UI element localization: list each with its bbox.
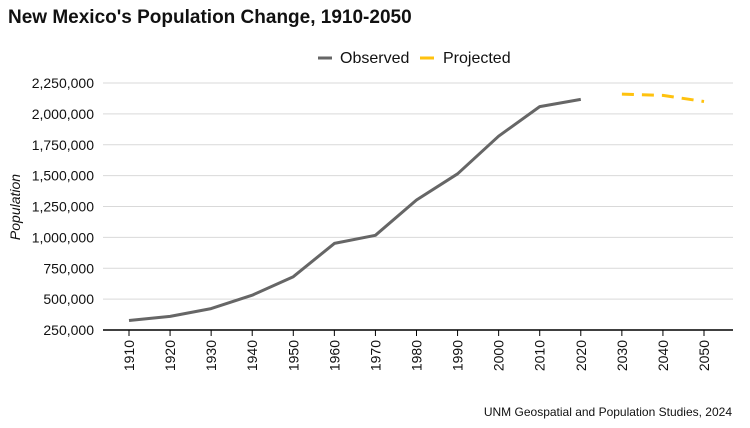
source-caption: UNM Geospatial and Population Studies, 2… bbox=[483, 405, 732, 419]
legend: Observed Projected bbox=[318, 50, 511, 67]
legend-label: Observed bbox=[340, 50, 409, 67]
x-tick-label: 2030 bbox=[614, 340, 630, 371]
y-tick-label: 750,000 bbox=[43, 260, 94, 276]
x-tick-label: 1970 bbox=[367, 340, 383, 371]
x-tick-label: 2050 bbox=[696, 340, 712, 371]
y-axis-label: Population bbox=[7, 174, 23, 240]
x-tick-label: 1930 bbox=[203, 340, 219, 371]
gridlines bbox=[103, 82, 733, 300]
x-tick-label: 1960 bbox=[326, 340, 342, 371]
x-tick-label: 1990 bbox=[450, 340, 466, 371]
y-tick-labels: 250,000 500,000 750,000 1,000,000 1,250,000 1… bbox=[32, 75, 95, 338]
y-tick-label: 1,500,000 bbox=[32, 168, 94, 184]
y-tick-label: 1,250,000 bbox=[32, 199, 94, 215]
legend-item-projected: Projected bbox=[420, 50, 511, 67]
x-tick-label: 2010 bbox=[532, 340, 548, 371]
series-lines bbox=[128, 92, 705, 322]
y-tick-label: 2,000,000 bbox=[32, 106, 94, 122]
chart-title: New Mexico's Population Change, 1910-205… bbox=[8, 7, 412, 28]
x-tick-label: 1910 bbox=[121, 340, 137, 371]
legend-item-observed: Observed bbox=[318, 50, 409, 67]
x-tick-label: 1980 bbox=[409, 340, 425, 371]
y-tick-label: 500,000 bbox=[43, 291, 94, 307]
y-tick-label: 1,750,000 bbox=[32, 137, 94, 153]
x-tick-label: 2000 bbox=[491, 340, 507, 371]
x-tick-label: 2020 bbox=[573, 340, 589, 371]
y-tick-label: 1,000,000 bbox=[32, 229, 94, 245]
series-line-projected bbox=[621, 92, 705, 103]
x-tick-labels: 1910 1920 1930 1940 1950 1960 1970 1980 1990 2000… bbox=[121, 330, 712, 371]
x-tick-label: 1950 bbox=[285, 340, 301, 371]
y-tick-label: 2,250,000 bbox=[32, 75, 94, 91]
x-tick-label: 2040 bbox=[655, 340, 671, 371]
legend-label: Projected bbox=[443, 50, 511, 67]
x-tick-label: 1940 bbox=[244, 340, 260, 371]
x-tick-label: 1920 bbox=[162, 340, 178, 371]
y-tick-label: 250,000 bbox=[43, 322, 94, 338]
series-line-observed bbox=[128, 97, 582, 322]
